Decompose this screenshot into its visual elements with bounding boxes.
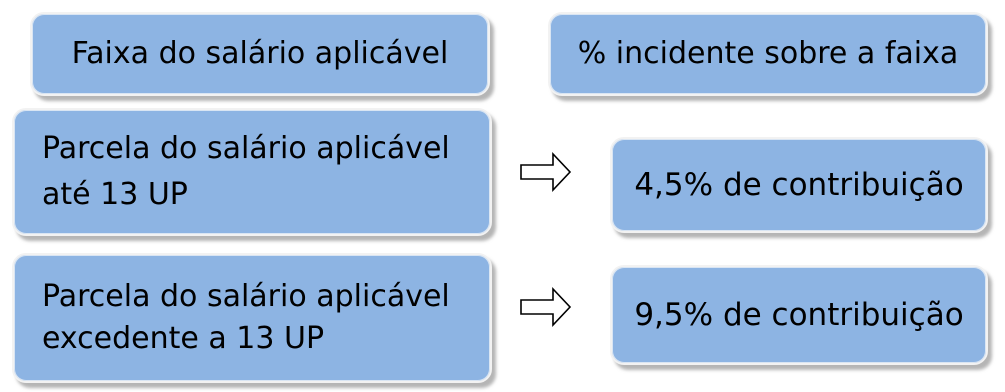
right-arrow-icon <box>520 287 572 327</box>
range-text-row-2: Parcela do salário aplicável excedente a… <box>42 276 450 360</box>
rate-label-row-1: 4,5% de contribuição <box>634 167 964 203</box>
range-box-row-1: Parcela do salário aplicável até 13 UP <box>12 108 492 236</box>
range-line2-row-2: excedente a 13 UP <box>42 321 325 356</box>
header-percentage-label: % incidente sobre a faixa <box>577 36 959 71</box>
range-line1-row-1: Parcela do salário aplicável <box>42 131 450 166</box>
header-salary-range: Faixa do salário aplicável <box>30 12 490 96</box>
right-arrow-icon <box>520 152 572 192</box>
range-line1-row-2: Parcela do salário aplicável <box>42 279 450 314</box>
rate-box-row-2: 9,5% de contribuição <box>610 265 988 365</box>
range-box-row-2: Parcela do salário aplicável excedente a… <box>12 253 492 383</box>
rate-box-row-1: 4,5% de contribuição <box>610 137 988 233</box>
header-salary-range-label: Faixa do salário aplicável <box>71 36 449 71</box>
range-line2-row-1: até 13 UP <box>42 177 188 212</box>
header-percentage: % incidente sobre a faixa <box>548 12 988 96</box>
rate-label-row-2: 9,5% de contribuição <box>634 297 964 333</box>
range-text-row-1: Parcela do salário aplicável até 13 UP <box>42 128 450 216</box>
